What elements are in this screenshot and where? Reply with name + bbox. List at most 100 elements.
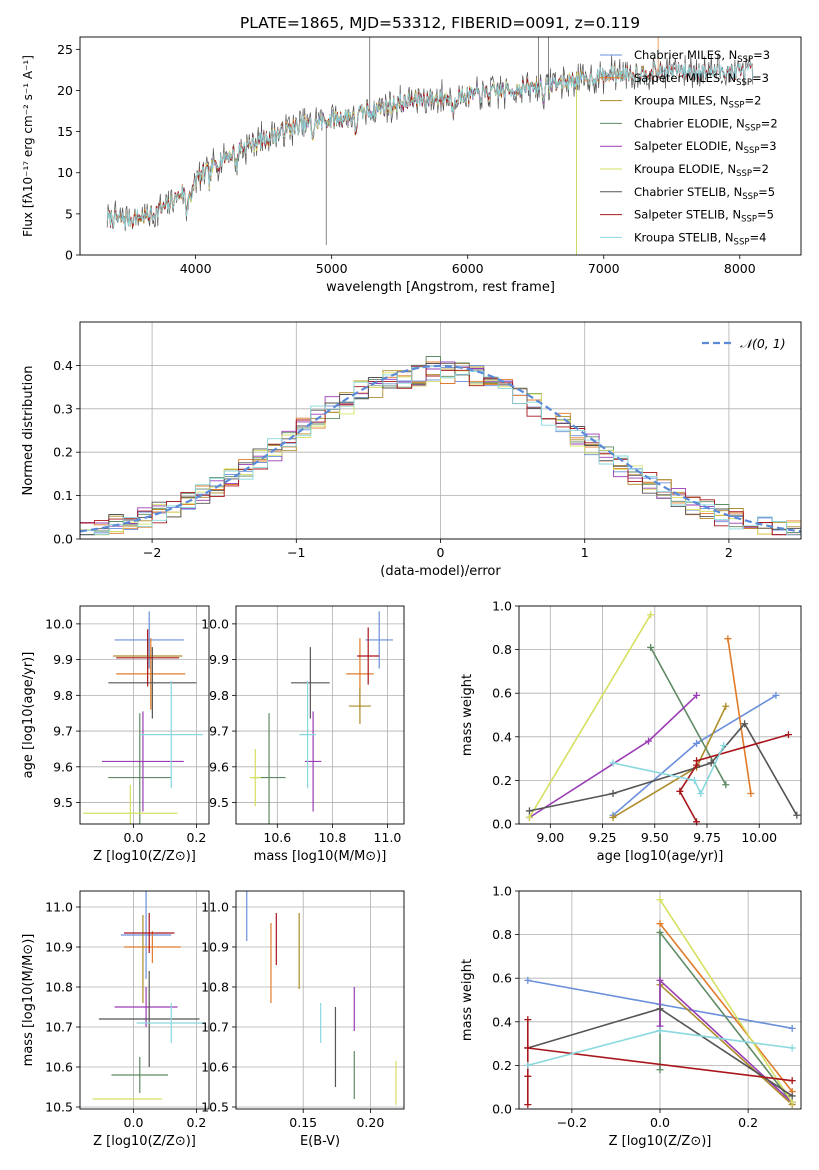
y-tick-label: 10.9 bbox=[201, 940, 229, 955]
data-point-7 bbox=[108, 647, 197, 719]
y-tick-label: 11.0 bbox=[201, 900, 229, 915]
weight-marker bbox=[656, 928, 664, 936]
data-point-9 bbox=[299, 681, 316, 789]
x-tick-label: −1 bbox=[287, 545, 305, 560]
histogram-9 bbox=[80, 366, 801, 536]
y-tick-label: 0.0 bbox=[53, 532, 73, 547]
x-tick-label: 1 bbox=[581, 545, 589, 560]
plot-frame bbox=[235, 605, 405, 825]
x-tick-label: −0.2 bbox=[557, 1115, 587, 1130]
x-tick-label: 10.00 bbox=[741, 830, 777, 845]
legend-entry: Kroupa ELODIE, NSSP=2 bbox=[634, 162, 769, 179]
x-axis-label: Z [log10(Z/Z⊙)] bbox=[93, 849, 196, 864]
y-tick-label: 10.6 bbox=[45, 1060, 73, 1075]
legend-entry: 𝒩(0, 1) bbox=[740, 336, 786, 351]
legend-entry: Chabrier STELIB, NSSP=5 bbox=[634, 185, 775, 202]
x-tick-label: 10.6 bbox=[263, 830, 291, 845]
plot-frame bbox=[79, 36, 802, 256]
weight-lines bbox=[524, 896, 796, 1109]
y-tick-label: 0.4 bbox=[53, 358, 73, 373]
weight-marker bbox=[647, 643, 655, 651]
spectrum-legend: Chabrier MILES, NSSP=3 Salpeter MILES, NS… bbox=[600, 48, 778, 247]
data-point-1 bbox=[365, 611, 393, 669]
x-tick-label: 6000 bbox=[452, 261, 484, 276]
x-tick-label: 5000 bbox=[316, 261, 348, 276]
weight-marker bbox=[788, 1024, 796, 1032]
y-tick-label: 0.0 bbox=[492, 1102, 512, 1117]
y-tick-label: 9.9 bbox=[209, 652, 229, 667]
spectrum-lines bbox=[106, 37, 754, 255]
y-tick-label: 0.3 bbox=[53, 401, 73, 416]
mass-vs-EBV-panel: 0.15 0.20 10.5 10.6 10.7 10.8 10.9 11.0 E(B-V) bbox=[201, 890, 405, 1149]
histograms bbox=[80, 356, 801, 536]
data-point-2 bbox=[116, 638, 186, 710]
x-axis-label: E(B-V) bbox=[300, 1134, 340, 1149]
y-tick-label: 9.7 bbox=[53, 724, 73, 739]
weight-marker bbox=[656, 976, 664, 984]
weight-marker bbox=[784, 731, 792, 739]
weight-marker bbox=[609, 789, 617, 797]
weight-marker bbox=[524, 976, 532, 984]
y-tick-label: 10.8 bbox=[201, 980, 229, 995]
y-axis-label: Flux [fλ10⁻¹⁷ erg cm⁻² s⁻¹ A⁻¹] bbox=[21, 55, 35, 237]
weight-marker bbox=[524, 1101, 532, 1109]
residuals-panel: −2 −1 0 1 2 0.0 0.1 0.2 0.3 0.4 (data-model)/error… bbox=[21, 321, 802, 579]
weight-marker bbox=[747, 789, 755, 797]
data-point-6 bbox=[249, 748, 261, 807]
error-bars bbox=[249, 611, 393, 824]
weight-marker bbox=[722, 702, 730, 710]
weight-marker bbox=[647, 611, 655, 619]
x-tick-label: 0.15 bbox=[289, 1115, 317, 1130]
weight-series-9 bbox=[612, 745, 725, 796]
weight-marker bbox=[707, 759, 715, 767]
y-tick-label: 11.0 bbox=[45, 900, 73, 915]
data-point-4 bbox=[111, 1057, 169, 1093]
weight-vs-Z-panel: −0.2 0.0 0.2 0.0 0.2 0.4 0.6 0.8 1.0 Z [log10(Z/Z… bbox=[460, 884, 802, 1149]
x-axis-label: wavelength [Angstrom, rest frame] bbox=[326, 280, 555, 295]
y-tick-label: 10.6 bbox=[201, 1060, 229, 1075]
x-axis-label: Z [log10(Z/Z⊙)] bbox=[93, 1134, 196, 1149]
weight-marker bbox=[676, 787, 684, 795]
weight-marker bbox=[788, 1098, 796, 1106]
x-tick-label: 0.2 bbox=[738, 1115, 758, 1130]
weight-marker bbox=[656, 920, 664, 928]
x-tick-label: 0.0 bbox=[124, 1115, 144, 1130]
y-tick-label: 10.0 bbox=[45, 616, 73, 631]
x-tick-label: 4000 bbox=[180, 261, 212, 276]
data-point-6 bbox=[83, 784, 178, 824]
y-tick-label: 10.5 bbox=[201, 1100, 229, 1115]
x-tick-label: 10.8 bbox=[318, 830, 346, 845]
y-axis-label: age [log10(age/yr)] bbox=[21, 652, 36, 779]
weight-marker bbox=[741, 720, 749, 728]
y-tick-label: 9.5 bbox=[53, 795, 73, 810]
weight-series-2 bbox=[659, 923, 793, 1093]
x-tick-label: 0.0 bbox=[650, 1115, 670, 1130]
weight-marker bbox=[693, 757, 701, 765]
weight-series-4 bbox=[649, 647, 727, 786]
normal-curve bbox=[80, 364, 801, 533]
legend-entry: Chabrier ELODIE, NSSP=2 bbox=[634, 116, 778, 133]
weight-series-6 bbox=[659, 899, 793, 1103]
y-tick-label: 10.5 bbox=[45, 1100, 73, 1115]
y-tick-label: 0.2 bbox=[492, 773, 512, 788]
x-tick-label: 9.50 bbox=[641, 830, 669, 845]
y-tick-label: 0.2 bbox=[492, 1058, 512, 1073]
weight-series-3 bbox=[659, 984, 793, 1106]
y-tick-label: 10.7 bbox=[45, 1020, 73, 1035]
data-point-2 bbox=[124, 931, 181, 963]
y-tick-label: 10.9 bbox=[45, 940, 73, 955]
weight-marker bbox=[524, 1061, 532, 1069]
weight-series-6 bbox=[528, 614, 652, 818]
y-tick-label: 9.5 bbox=[209, 795, 229, 810]
y-tick-label: 9.6 bbox=[209, 759, 229, 774]
y-axis-label: mass weight bbox=[460, 959, 475, 1041]
data-point-8 bbox=[357, 627, 380, 685]
y-tick-label: 1.0 bbox=[492, 884, 512, 899]
legend-entry: Kroupa STELIB, NSSP=4 bbox=[634, 230, 766, 247]
weight-marker bbox=[793, 811, 801, 819]
plot-frame bbox=[518, 605, 802, 825]
weight-marker bbox=[609, 759, 617, 767]
x-tick-label: 0.2 bbox=[186, 1115, 206, 1130]
y-axis-label: mass weight bbox=[460, 674, 475, 756]
